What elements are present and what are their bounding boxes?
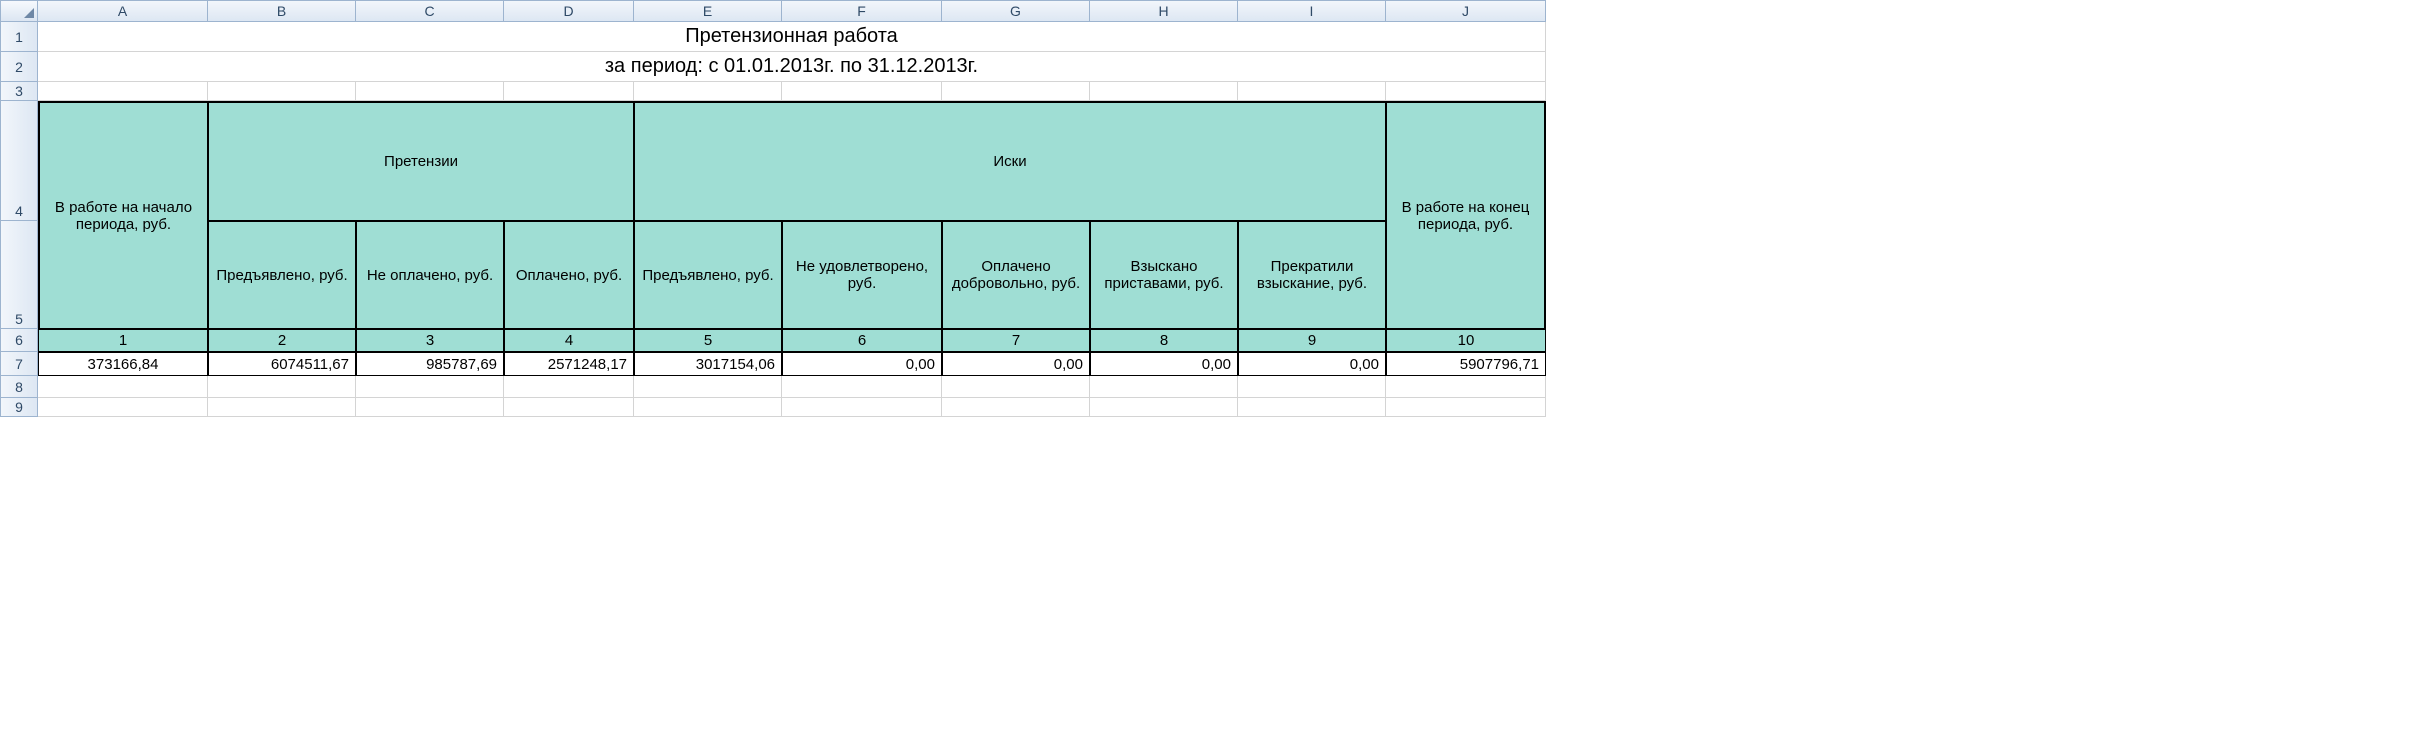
num-2[interactable]: 2: [208, 329, 356, 352]
data-j[interactable]: 5907796,71: [1386, 352, 1546, 376]
hdr-start[interactable]: В работе на начало периода, руб.: [38, 101, 208, 329]
title-row-1[interactable]: Претензионная работа: [38, 22, 1546, 52]
cell-B8[interactable]: [208, 376, 356, 398]
num-6[interactable]: 6: [782, 329, 942, 352]
cell-G8[interactable]: [942, 376, 1090, 398]
cell-D3[interactable]: [504, 82, 634, 101]
cell-J3[interactable]: [1386, 82, 1546, 101]
cell-B3[interactable]: [208, 82, 356, 101]
col-header-G[interactable]: G: [942, 0, 1090, 22]
col-header-B[interactable]: B: [208, 0, 356, 22]
title-row-2[interactable]: за период: с 01.01.2013г. по 31.12.2013г…: [38, 52, 1546, 82]
cell-G9[interactable]: [942, 398, 1090, 417]
col-header-C[interactable]: C: [356, 0, 504, 22]
row-header-5[interactable]: 5: [0, 221, 38, 329]
hdr-claims-group[interactable]: Претензии: [208, 101, 634, 221]
cell-F9[interactable]: [782, 398, 942, 417]
cell-C3[interactable]: [356, 82, 504, 101]
hdr-claims-c[interactable]: Не оплачено, руб.: [356, 221, 504, 329]
col-header-H[interactable]: H: [1090, 0, 1238, 22]
row-header-8[interactable]: 8: [0, 376, 38, 398]
data-c[interactable]: 985787,69: [356, 352, 504, 376]
cell-C9[interactable]: [356, 398, 504, 417]
col-header-F[interactable]: F: [782, 0, 942, 22]
row-header-1[interactable]: 1: [0, 22, 38, 52]
cell-A8[interactable]: [38, 376, 208, 398]
cell-I8[interactable]: [1238, 376, 1386, 398]
hdr-end[interactable]: В работе на конец периода, руб.: [1386, 101, 1546, 329]
hdr-suits-g[interactable]: Оплачено добровольно, руб.: [942, 221, 1090, 329]
num-8[interactable]: 8: [1090, 329, 1238, 352]
num-4[interactable]: 4: [504, 329, 634, 352]
select-all-corner[interactable]: [0, 0, 38, 22]
data-h[interactable]: 0,00: [1090, 352, 1238, 376]
data-d[interactable]: 2571248,17: [504, 352, 634, 376]
cell-F8[interactable]: [782, 376, 942, 398]
row-header-4[interactable]: 4: [0, 101, 38, 221]
col-header-D[interactable]: D: [504, 0, 634, 22]
hdr-suits-h[interactable]: Взыскано приставами, руб.: [1090, 221, 1238, 329]
row-header-7[interactable]: 7: [0, 352, 38, 376]
cell-H8[interactable]: [1090, 376, 1238, 398]
cell-G3[interactable]: [942, 82, 1090, 101]
cell-J8[interactable]: [1386, 376, 1546, 398]
cell-C8[interactable]: [356, 376, 504, 398]
cell-E9[interactable]: [634, 398, 782, 417]
hdr-suits-group[interactable]: Иски: [634, 101, 1386, 221]
data-f[interactable]: 0,00: [782, 352, 942, 376]
col-header-A[interactable]: A: [38, 0, 208, 22]
hdr-suits-e[interactable]: Предъявлено, руб.: [634, 221, 782, 329]
cell-D8[interactable]: [504, 376, 634, 398]
data-b[interactable]: 6074511,67: [208, 352, 356, 376]
data-i[interactable]: 0,00: [1238, 352, 1386, 376]
cell-A9[interactable]: [38, 398, 208, 417]
cell-A3[interactable]: [38, 82, 208, 101]
num-1[interactable]: 1: [38, 329, 208, 352]
spreadsheet-grid: A B C D E F G H I J 1 Претензионная рабо…: [0, 0, 2418, 417]
hdr-suits-i[interactable]: Прекратили взыскание, руб.: [1238, 221, 1386, 329]
row-header-6[interactable]: 6: [0, 329, 38, 352]
cell-H9[interactable]: [1090, 398, 1238, 417]
cell-J9[interactable]: [1386, 398, 1546, 417]
cell-F3[interactable]: [782, 82, 942, 101]
cell-I9[interactable]: [1238, 398, 1386, 417]
cell-B9[interactable]: [208, 398, 356, 417]
row-header-3[interactable]: 3: [0, 82, 38, 101]
hdr-suits-f[interactable]: Не удовлетворено, руб.: [782, 221, 942, 329]
data-e[interactable]: 3017154,06: [634, 352, 782, 376]
col-header-I[interactable]: I: [1238, 0, 1386, 22]
col-header-E[interactable]: E: [634, 0, 782, 22]
cell-D9[interactable]: [504, 398, 634, 417]
data-a[interactable]: 373166,84: [38, 352, 208, 376]
num-5[interactable]: 5: [634, 329, 782, 352]
row-header-9[interactable]: 9: [0, 398, 38, 417]
num-9[interactable]: 9: [1238, 329, 1386, 352]
row-header-2[interactable]: 2: [0, 52, 38, 82]
num-3[interactable]: 3: [356, 329, 504, 352]
cell-H3[interactable]: [1090, 82, 1238, 101]
hdr-claims-b[interactable]: Предъявлено, руб.: [208, 221, 356, 329]
num-7[interactable]: 7: [942, 329, 1090, 352]
cell-E8[interactable]: [634, 376, 782, 398]
col-header-J[interactable]: J: [1386, 0, 1546, 22]
num-10[interactable]: 10: [1386, 329, 1546, 352]
cell-E3[interactable]: [634, 82, 782, 101]
cell-I3[interactable]: [1238, 82, 1386, 101]
data-g[interactable]: 0,00: [942, 352, 1090, 376]
hdr-claims-d[interactable]: Оплачено, руб.: [504, 221, 634, 329]
